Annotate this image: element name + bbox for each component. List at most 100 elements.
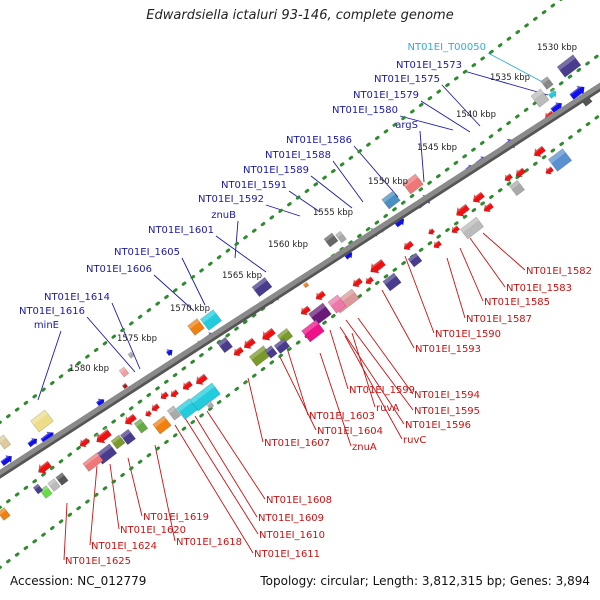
upper-gene-label-16: NT01EI_1616 (19, 306, 85, 317)
gene-feature-48 (200, 309, 222, 331)
gene-feature-17 (402, 173, 424, 195)
lower-gene-label-23: NT01EI_1624 (91, 541, 157, 552)
gene-feature-13 (543, 165, 554, 175)
upper-leader-3 (420, 100, 471, 133)
gene-feature-84 (26, 435, 38, 448)
lower-gene-label-17: NT01EI_1609 (258, 513, 324, 524)
lower-leader-5 (381, 289, 415, 349)
gene-feature-92 (165, 347, 173, 357)
upper-leader-12 (215, 235, 267, 273)
gene-feature-56 (273, 338, 291, 354)
gene-feature-73 (122, 412, 137, 425)
lower-leader-0 (482, 232, 526, 271)
lower-gene-label-20: NT01EI_1618 (176, 537, 242, 548)
lower-gene-label-16: NT01EI_1608 (266, 495, 332, 506)
lower-gene-label-13: NT01EI_1604 (317, 426, 383, 437)
gene-feature-41 (327, 294, 347, 314)
gene-feature-9 (547, 148, 573, 172)
lower-gene-label-14: znuA (352, 442, 377, 453)
lower-leader-7 (345, 319, 414, 411)
gene-feature-37 (350, 276, 363, 288)
gene-feature-30 (323, 232, 339, 248)
upper-gene-label-6: NT01EI_1586 (286, 135, 352, 146)
scale-label-7: 1565 kbp (222, 271, 262, 281)
gene-feature-0 (568, 82, 585, 100)
lower-gene-label-0: NT01EI_1582 (526, 266, 592, 277)
lower-gene-label-7: NT01EI_1595 (414, 406, 480, 417)
gene-feature-18 (381, 190, 401, 210)
upper-gene-label-12: NT01EI_1601 (148, 225, 214, 236)
gene-feature-82 (30, 409, 54, 433)
lower-gene-label-15: NT01EI_1607 (264, 438, 330, 449)
gene-feature-8 (531, 144, 546, 157)
upper-gene-label-0: NT01EI_T00050 (407, 42, 486, 53)
gene-feature-66 (176, 398, 198, 420)
upper-leader-6 (353, 145, 399, 198)
gene-feature-35 (367, 257, 386, 274)
gene-feature-62 (193, 372, 208, 385)
gene-feature-2 (556, 54, 582, 78)
upper-gene-label-7: NT01EI_1588 (265, 150, 331, 161)
gene-feature-31 (335, 230, 347, 244)
lower-gene-label-8: NT01EI_1596 (405, 420, 471, 431)
gene-feature-53 (259, 326, 276, 341)
gene-feature-86 (0, 434, 12, 450)
gene-feature-12 (509, 179, 525, 197)
lower-gene-label-12: NT01EI_1603 (309, 411, 375, 422)
gene-feature-69 (149, 402, 160, 412)
upper-gene-label-14: NT01EI_1606 (86, 264, 152, 275)
gene-feature-88 (47, 478, 61, 492)
gene-feature-94 (302, 281, 310, 289)
upper-gene-label-9: NT01EI_1591 (221, 180, 287, 191)
gene-feature-91 (32, 483, 44, 495)
gene-feature-10 (513, 166, 526, 178)
upper-leader-16 (86, 316, 136, 373)
scale-label-6: 1560 kbp (268, 240, 308, 250)
lower-gene-label-10: ruvA (376, 403, 399, 414)
upper-gene-label-13: NT01EI_1605 (114, 247, 180, 258)
gene-feature-85 (0, 452, 13, 467)
lower-leader-19 (174, 424, 254, 554)
lower-gene-label-19: NT01EI_1611 (254, 549, 320, 560)
lower-leader-1 (469, 237, 506, 288)
lower-leader-13 (279, 356, 317, 431)
lower-leader-11 (344, 335, 403, 440)
upper-leader-14 (153, 274, 195, 312)
lower-gene-label-6: NT01EI_1594 (414, 390, 480, 401)
lower-leader-4 (404, 255, 435, 334)
upper-gene-label-15: NT01EI_1614 (44, 292, 110, 303)
lower-gene-label-5: NT01EI_1593 (415, 344, 481, 355)
scale-label-5: 1555 kbp (313, 208, 353, 218)
tick-track-0 (0, 113, 600, 570)
gene-feature-64 (168, 388, 179, 398)
gene-feature-58 (264, 345, 278, 359)
gene-feature-29 (407, 252, 423, 268)
gene-feature-27 (431, 239, 442, 249)
gene-feature-70 (143, 409, 153, 417)
lower-gene-label-24: NT01EI_1625 (65, 556, 131, 567)
upper-leader-15 (111, 302, 141, 370)
gene-feature-45 (251, 277, 273, 297)
upper-leader-0 (487, 52, 551, 87)
gene-feature-42 (301, 319, 325, 343)
upper-gene-label-8: NT01EI_1589 (243, 165, 309, 176)
lower-gene-label-1: NT01EI_1583 (506, 283, 572, 294)
upper-leader-17 (37, 330, 62, 401)
lower-gene-label-3: NT01EI_1587 (466, 314, 532, 325)
lower-leader-22 (109, 463, 120, 530)
lower-leader-24 (63, 502, 68, 561)
upper-leader-13 (181, 257, 206, 306)
upper-gene-label-17: minE (34, 320, 59, 331)
gene-feature-11 (502, 172, 513, 182)
gene-feature-38 (363, 275, 374, 285)
scale-label-8: 1570 kbp (170, 304, 210, 314)
lower-gene-label-22: NT01EI_1620 (120, 525, 186, 536)
upper-gene-label-1: NT01EI_1573 (396, 60, 462, 71)
lower-leader-16 (206, 410, 266, 500)
gene-feature-77 (110, 434, 126, 450)
gene-feature-79 (82, 452, 104, 472)
upper-leader-8 (310, 175, 353, 209)
gene-feature-23 (481, 201, 494, 213)
gene-feature-49 (187, 318, 205, 336)
